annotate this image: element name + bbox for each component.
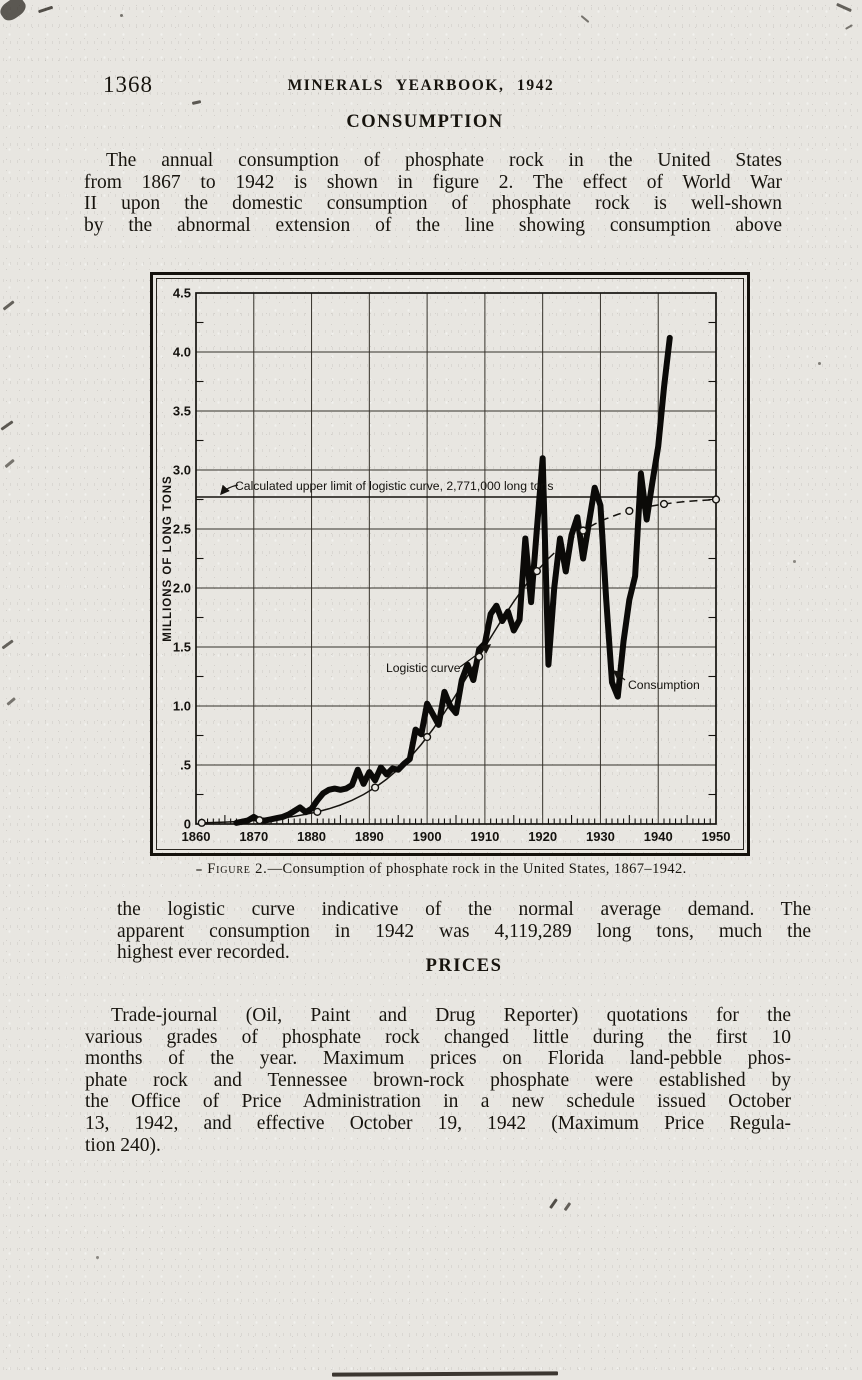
y-tick-label: 2.5 xyxy=(173,522,191,537)
x-tick-label: 1900 xyxy=(413,829,442,844)
scan-mark xyxy=(845,24,853,30)
prices-paragraph: Trade-journal (Oil, Paint and Drug Repor… xyxy=(85,1005,791,1156)
text-line: phate rock and Tennessee brown-rock phos… xyxy=(85,1069,791,1091)
logistic-marker xyxy=(423,732,432,742)
consumption-paragraph-2: the logistic curve indicative of the nor… xyxy=(117,899,811,964)
text-line: months of the year. Maximum prices on Fl… xyxy=(85,1048,791,1070)
scan-mark xyxy=(549,1198,558,1209)
logistic-marker xyxy=(371,783,380,792)
x-tick-label: 1950 xyxy=(702,829,731,844)
logistic-marker xyxy=(313,807,322,816)
scan-mark xyxy=(793,560,796,563)
y-axis-title: MILLIONS OF LONG TONS xyxy=(162,475,174,641)
logistic-marker xyxy=(625,506,634,516)
scan-mark xyxy=(37,5,54,13)
scan-mark xyxy=(563,1202,571,1211)
consumption-line xyxy=(233,334,673,826)
text-line: the Office of Price Administration in a … xyxy=(85,1091,791,1113)
scan-mark xyxy=(580,15,590,23)
scan-mark xyxy=(96,1256,99,1259)
consumption-paragraph-1: The annual consumption of phosphate rock… xyxy=(84,150,782,236)
scan-mark xyxy=(2,300,15,311)
scan-mark xyxy=(6,697,16,706)
text-line: by the abnormal extension of the line sh… xyxy=(84,214,782,236)
y-tick-label: 4.0 xyxy=(173,345,191,360)
text-line: II upon the domestic consumption of phos… xyxy=(84,193,782,215)
y-tick-label: 0 xyxy=(184,817,191,832)
scan-mark xyxy=(1,639,14,650)
x-tick-label: 1880 xyxy=(297,829,326,844)
text-line: highest ever recorded. xyxy=(117,942,290,964)
y-tick-label: 2.0 xyxy=(173,581,191,596)
chart-annotation-label: Consumption xyxy=(628,678,700,692)
chart-annotation-arrow xyxy=(612,670,626,681)
x-tick-label: 1890 xyxy=(355,829,384,844)
y-tick-label: 3.5 xyxy=(173,404,191,419)
logistic-marker xyxy=(532,567,541,576)
text-line: Trade-journal (Oil, Paint and Drug Repor… xyxy=(111,1005,791,1026)
logistic-marker xyxy=(197,818,206,827)
prices-heading: PRICES xyxy=(425,956,503,976)
x-tick-label: 1920 xyxy=(528,829,557,844)
scan-mark xyxy=(0,0,29,24)
scan-mark xyxy=(196,869,202,871)
scan-mark xyxy=(818,362,821,365)
scan-mark xyxy=(836,2,852,13)
y-tick-label: 1.0 xyxy=(173,699,191,714)
x-tick-label: 1930 xyxy=(586,829,615,844)
text-line: various grades of phosphate rock changed… xyxy=(85,1026,791,1048)
figure-2: 1860 1870 1880 1890 1900 1910 1920 1930 1940 1950… xyxy=(150,272,750,856)
x-tick-label: 1940 xyxy=(644,829,673,844)
y-tick-label: .5 xyxy=(180,758,191,773)
page-number: 1368 xyxy=(103,72,153,97)
consumption-chart: 1860 1870 1880 1890 1900 1910 1920 1930 1940 1950… xyxy=(162,286,730,845)
chart-annotation-arrow xyxy=(220,484,239,496)
caption-figure-label: Figure 2. xyxy=(207,861,268,877)
chart-annotation-label: Calculated upper limit of logistic curve… xyxy=(235,479,553,493)
text-line: The annual consumption of phosphate rock… xyxy=(106,150,782,171)
chart-content: 1860 1870 1880 1890 1900 1910 1920 1930 1940 1950… xyxy=(162,286,730,845)
text-line: 13, 1942, and effective October 19, 1942… xyxy=(85,1112,791,1134)
x-tick-label: 1860 xyxy=(182,829,211,844)
figure-frame-outer xyxy=(150,272,750,856)
figure-caption: Figure 2.—Consumption of phosphate rock … xyxy=(16,861,862,878)
text-line: tion 240). xyxy=(85,1134,161,1156)
scan-bottom-bar xyxy=(331,1371,559,1377)
x-tick-label: 1910 xyxy=(470,829,499,844)
logistic-marker xyxy=(711,495,721,504)
chart-annotation-arrow xyxy=(459,644,492,668)
y-tick-label: 1.5 xyxy=(173,640,191,655)
text-line: the logistic curve indicative of the nor… xyxy=(117,899,811,920)
scan-mark xyxy=(120,14,123,17)
figure-frame-inner xyxy=(156,278,744,850)
x-tick-label: 1870 xyxy=(239,829,268,844)
logistic-marker xyxy=(255,816,264,825)
consumption-heading: CONSUMPTION xyxy=(346,112,504,132)
y-tick-label: 4.5 xyxy=(173,286,191,301)
logistic-marker xyxy=(659,499,669,509)
scan-mark xyxy=(191,100,202,105)
text-line: from 1867 to 1942 is shown in figure 2. … xyxy=(84,171,782,193)
scan-mark xyxy=(0,420,14,431)
logistic-marker xyxy=(579,526,588,535)
y-tick-label: 3.0 xyxy=(173,463,191,478)
text-line: apparent consumption in 1942 was 4,119,2… xyxy=(117,920,811,942)
chart-annotation-label: Logistic curve xyxy=(386,661,461,675)
scan-mark xyxy=(4,458,15,468)
caption-text: —Consumption of phosphate rock in the Un… xyxy=(267,861,687,877)
running-title: MINERALS YEARBOOK, 1942 xyxy=(287,77,555,94)
